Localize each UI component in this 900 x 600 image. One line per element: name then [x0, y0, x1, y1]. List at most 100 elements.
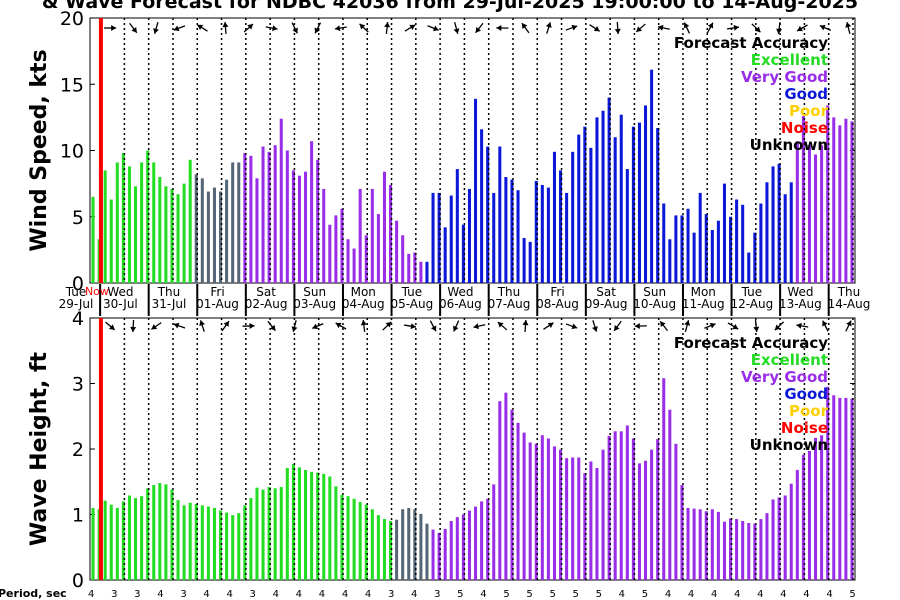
- bar: [461, 514, 465, 580]
- direction-arrow: [199, 320, 205, 332]
- y-tick-label: 15: [60, 74, 84, 96]
- bar: [534, 443, 538, 580]
- bar: [528, 442, 532, 580]
- direction-arrow: [335, 322, 347, 330]
- bar: [109, 199, 113, 283]
- day-of-week-label: Sat: [596, 285, 616, 299]
- direction-arrow: [545, 22, 552, 34]
- bar: [279, 486, 283, 580]
- arrow-head: [453, 325, 459, 332]
- bar: [225, 512, 229, 580]
- direction-arrow: [382, 321, 392, 331]
- bar: [613, 137, 617, 283]
- legend-item-excellent: Excellent: [751, 51, 828, 69]
- bar: [328, 224, 332, 283]
- bar: [765, 513, 769, 580]
- legend-item-good: Good: [784, 385, 828, 403]
- bar: [789, 182, 793, 283]
- bar: [176, 500, 180, 580]
- direction-arrow: [521, 22, 530, 34]
- bar: [407, 253, 411, 283]
- bar: [443, 528, 447, 580]
- direction-arrow: [334, 25, 347, 32]
- bar: [844, 397, 848, 580]
- bar: [449, 195, 453, 283]
- bar: [413, 252, 417, 283]
- bar: [127, 166, 131, 283]
- bar: [109, 504, 113, 580]
- bar: [164, 484, 168, 580]
- period-value: 4: [203, 589, 209, 600]
- arrow-head: [634, 323, 640, 330]
- period-value: 4: [273, 589, 279, 600]
- bar: [650, 449, 654, 580]
- date-label: 29-Jul: [59, 297, 94, 311]
- bar: [231, 515, 235, 580]
- bar: [419, 261, 423, 283]
- bar: [431, 192, 435, 283]
- bar: [486, 146, 490, 283]
- arrow-head: [410, 323, 416, 330]
- period-value: 5: [549, 589, 555, 600]
- bar: [267, 151, 271, 283]
- bar: [631, 438, 635, 580]
- bar: [559, 170, 563, 283]
- arrow-head: [130, 326, 137, 332]
- bar: [200, 505, 204, 580]
- direction-arrow: [822, 320, 829, 332]
- y-tick-label: 1: [72, 505, 84, 527]
- bar: [619, 114, 623, 283]
- bar: [595, 467, 599, 580]
- arrow-head: [384, 22, 391, 28]
- date-label: 05-Aug: [390, 297, 433, 311]
- bar: [237, 513, 241, 580]
- arrow-head: [359, 23, 366, 30]
- bar: [589, 147, 593, 283]
- arrow-head: [173, 322, 180, 329]
- arrow-head: [292, 27, 298, 34]
- bar: [722, 183, 726, 283]
- direction-arrow: [404, 323, 417, 330]
- bar: [801, 116, 805, 283]
- direction-arrow: [105, 321, 116, 331]
- direction-arrow: [453, 22, 460, 34]
- bar: [194, 504, 198, 580]
- arrow-head: [247, 23, 254, 30]
- arrow-head: [272, 25, 278, 32]
- arrow-head: [269, 324, 276, 331]
- bar: [291, 464, 295, 580]
- direction-arrow: [727, 322, 739, 330]
- arrow-head: [819, 24, 826, 31]
- bar: [704, 214, 708, 283]
- bar: [304, 171, 308, 283]
- direction-arrow: [543, 322, 554, 330]
- bar: [771, 166, 775, 283]
- direction-arrow: [592, 320, 598, 332]
- arrow-head: [709, 322, 716, 329]
- bar: [310, 141, 314, 283]
- bar: [91, 196, 95, 283]
- legend-title: Forecast Accuracy: [674, 34, 828, 52]
- bar: [577, 457, 581, 580]
- y-tick-label: 20: [60, 8, 84, 30]
- bar: [644, 105, 648, 283]
- bar: [461, 224, 465, 283]
- period-value: 4: [342, 589, 348, 600]
- bar: [316, 159, 320, 283]
- arrow-head: [796, 322, 802, 329]
- bar: [522, 432, 526, 580]
- direction-arrow: [635, 23, 646, 33]
- bar: [807, 450, 811, 580]
- bar: [115, 507, 119, 580]
- arrow-head: [249, 322, 255, 329]
- bar: [710, 230, 714, 283]
- bar: [188, 502, 192, 580]
- period-value: 5: [457, 589, 463, 600]
- bar: [662, 203, 666, 283]
- direction-arrow: [129, 22, 138, 34]
- bar: [219, 191, 223, 283]
- direction-arrow: [684, 320, 691, 332]
- arrow-head: [846, 320, 852, 327]
- arrow-head: [314, 27, 321, 34]
- bar: [225, 179, 229, 283]
